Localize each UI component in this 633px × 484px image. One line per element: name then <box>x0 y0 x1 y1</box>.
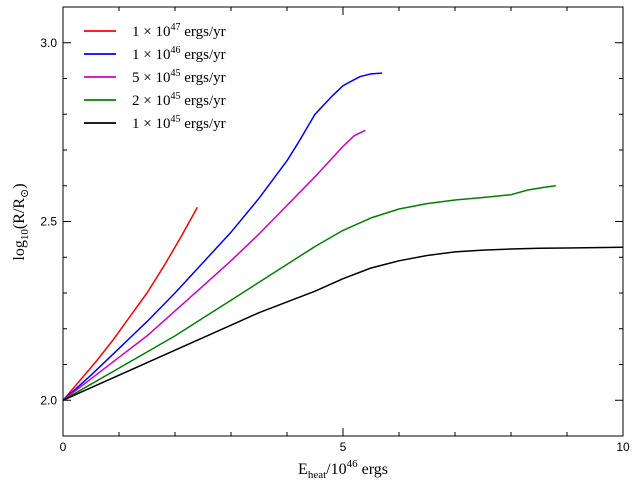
series-line-3 <box>62 129 366 401</box>
x-tick-label: 0 <box>60 440 67 454</box>
legend-entry: 1 × 1045 ergs/yr <box>132 114 226 132</box>
y-axis-label: log10(R/R⊙) <box>11 183 31 260</box>
legend-entry: 5 × 1045 ergs/yr <box>132 68 226 86</box>
y-tick-label: 3.0 <box>40 36 57 50</box>
legend: 1 × 1047 ergs/yr 1 × 1046 ergs/yr 5 × 1045… <box>84 22 226 132</box>
series-line-2 <box>62 72 383 401</box>
x-tick-label: 5 <box>340 440 347 454</box>
y-tick-label: 2.5 <box>40 215 57 229</box>
series-lines <box>62 72 624 401</box>
series-line-1 <box>62 206 199 401</box>
series-line-4 <box>62 184 556 401</box>
x-tick-label: 10 <box>616 440 630 454</box>
axis-tick-labels: 0 5 10 2.0 2.5 3.0 <box>40 36 630 454</box>
series-line-5 <box>62 246 624 401</box>
legend-entry: 2 × 1045 ergs/yr <box>132 91 226 109</box>
legend-entry: 1 × 1047 ergs/yr <box>132 22 226 40</box>
legend-entry: 1 × 1046 ergs/yr <box>132 45 226 63</box>
x-axis-label: Eheat/1046 ergs <box>298 458 388 481</box>
y-tick-label: 2.0 <box>40 393 57 407</box>
plot-frame <box>62 6 624 437</box>
